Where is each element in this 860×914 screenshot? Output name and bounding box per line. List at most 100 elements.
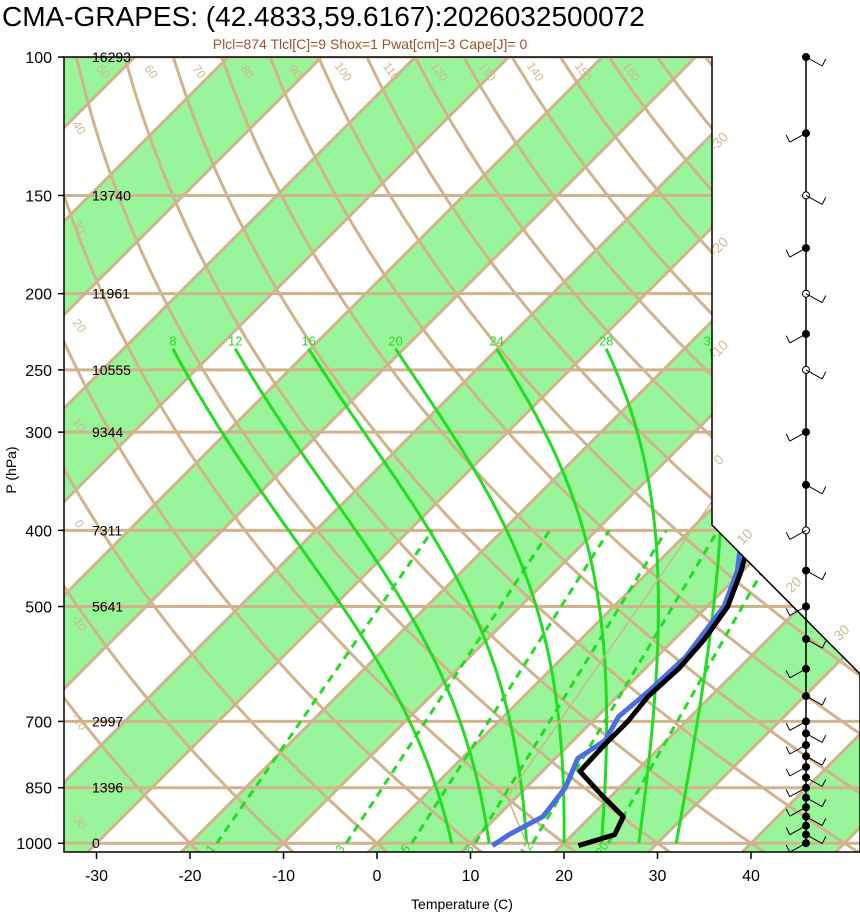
mixing-ratio-line — [345, 529, 552, 845]
moist-adiabat-label: 12 — [228, 334, 242, 349]
wind-barb — [789, 132, 807, 143]
isotherm-line — [639, 57, 860, 852]
mixing-ratio-line — [410, 529, 611, 845]
wind-barb — [789, 842, 807, 853]
x-tick-label: -30 — [85, 868, 108, 885]
wind-barb-flag — [785, 433, 791, 442]
wind-barb — [805, 816, 823, 827]
wind-barb — [789, 529, 807, 540]
wind-barb-flag — [821, 757, 827, 766]
height-label: 9344 — [92, 424, 123, 440]
height-label: 1396 — [92, 780, 123, 796]
pressure-tick-label: 700 — [25, 714, 52, 731]
wind-barb-flag — [785, 808, 791, 817]
wind-barb-flag — [821, 486, 827, 495]
wind-barb — [805, 293, 823, 304]
wind-barb-flag — [785, 827, 791, 835]
isotherm-line — [64, 57, 230, 852]
dry-adiabat-line — [220, 57, 860, 852]
moist-adiabat-line — [394, 347, 566, 844]
moist-adiabat-label: 20 — [388, 334, 402, 349]
wind-barb — [789, 333, 807, 344]
wind-barb — [789, 825, 807, 836]
wind-barb — [789, 806, 807, 817]
wind-barb — [789, 787, 807, 798]
dry-adiabat-line — [413, 57, 860, 852]
wind-barb-flag — [785, 608, 791, 616]
x-axis-title: Temperature (C) — [411, 896, 513, 912]
wind-barb — [789, 247, 807, 258]
wind-barb — [805, 638, 823, 649]
wind-barb-flag — [821, 58, 827, 67]
height-label: 0 — [92, 835, 100, 851]
mixing-ratio-line — [474, 529, 668, 844]
dry-adiabat-line — [317, 57, 860, 852]
wind-barb-flag — [821, 697, 827, 706]
pressure-tick-label: 250 — [25, 363, 52, 380]
x-tick-label: 40 — [742, 868, 760, 885]
chart-title: CMA-GRAPES: (42.4833,59.6167):2026032500… — [2, 1, 645, 32]
isotherm-edge-label: 30 — [830, 621, 852, 643]
wind-barb — [789, 720, 807, 731]
isotherm-label: -20 — [69, 711, 91, 734]
wind-barb-flag — [785, 134, 791, 143]
dry-adiabat-line — [171, 57, 860, 852]
x-tick-label: -10 — [272, 868, 295, 885]
isotherm-line — [64, 57, 323, 852]
wind-barb — [805, 56, 823, 67]
mixing-ratio-label: 5 — [398, 842, 413, 856]
isotherm-line — [64, 57, 697, 852]
height-label: 5641 — [92, 599, 123, 615]
wind-barb-flag — [785, 249, 791, 258]
dry-adiabat-line — [752, 57, 860, 852]
wind-barb — [805, 777, 823, 787]
wind-barb-flag — [821, 779, 827, 787]
dry-adiabat-line — [268, 57, 860, 852]
wind-barb-flag — [821, 734, 827, 743]
moist-adiabat-line — [604, 348, 660, 844]
wind-barb — [805, 695, 823, 706]
pressure-tick-label: 100 — [25, 50, 52, 67]
x-tick-label: -20 — [178, 868, 201, 885]
isotherm-line — [64, 57, 791, 852]
wind-barb-flag — [821, 196, 827, 205]
wind-barb — [805, 570, 823, 581]
wind-barb-column — [785, 53, 827, 853]
pressure-tick-label: 200 — [25, 287, 52, 304]
pressure-tick-label: 850 — [25, 781, 52, 798]
wind-barb-flag — [785, 844, 791, 853]
x-tick-label: 20 — [555, 868, 573, 885]
dry-adiabat-line — [123, 57, 777, 852]
isotherm-band — [64, 57, 322, 852]
pressure-tick-label: 300 — [25, 425, 52, 442]
plot-border — [63, 56, 860, 853]
chart-frame — [63, 56, 860, 853]
isotherm-line — [64, 57, 604, 852]
mixing-ratio-line — [215, 529, 434, 845]
wind-barb — [805, 369, 823, 380]
y-axis-title: P (hPa) — [3, 446, 19, 493]
dry-adiabat-line — [801, 57, 860, 852]
dry-adiabat-line — [64, 57, 398, 852]
isotherm-edge-label: -20 — [706, 234, 732, 260]
height-label: 10555 — [92, 362, 131, 378]
wind-barb-flag — [821, 371, 827, 380]
wind-barb-flag — [785, 768, 791, 777]
moist-adiabat-line — [171, 347, 454, 844]
isotherm-line — [64, 57, 417, 852]
mixing-ratio-label: 1 — [203, 842, 218, 856]
wind-barb — [789, 668, 807, 679]
pressure-tick-label: 150 — [25, 188, 52, 205]
dry-adiabat-line — [365, 57, 860, 852]
plot-area: 8 12 16 20 24 28 321 3 5 8 12 20 50 60 70 80 90 100 110 12… — [64, 57, 860, 856]
moist-adiabat-line — [307, 347, 529, 844]
height-label: 11961 — [92, 286, 130, 302]
dry-adiabat-line — [64, 57, 492, 852]
mixing-ratio-label: 8 — [461, 842, 476, 856]
wind-barb-flag — [785, 789, 791, 797]
isotherm-band — [64, 57, 509, 852]
isotherm-label: 0 — [72, 517, 87, 531]
isotherm-label: 20 — [70, 316, 89, 335]
moist-adiabat-label: 24 — [489, 334, 503, 349]
